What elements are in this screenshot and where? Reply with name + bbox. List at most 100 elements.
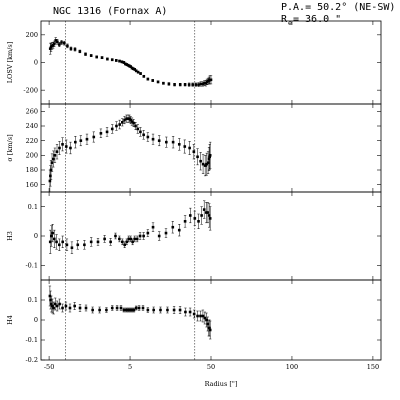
data-point (129, 235, 132, 243)
effective-radius-value: = 36.0 " (293, 14, 341, 25)
data-marker (177, 143, 181, 146)
data-marker (128, 117, 131, 120)
data-marker (61, 240, 64, 244)
data-marker (206, 211, 210, 214)
data-point (197, 82, 200, 87)
data-marker (201, 162, 205, 166)
data-point (178, 83, 182, 87)
data-point (136, 124, 140, 134)
data-marker (173, 83, 176, 86)
data-marker (132, 121, 135, 125)
data-point (134, 122, 137, 130)
data-marker (208, 328, 212, 332)
data-point (165, 136, 168, 148)
data-marker (69, 47, 73, 50)
data-marker (114, 59, 118, 62)
data-marker (142, 234, 145, 238)
data-point (76, 240, 80, 250)
data-marker (151, 79, 155, 82)
data-marker (188, 146, 191, 150)
y-tick-label: -0.1 (25, 336, 38, 344)
data-point (69, 141, 72, 155)
data-marker (53, 302, 57, 306)
data-marker (50, 302, 53, 306)
data-point (142, 74, 146, 78)
data-marker (206, 322, 210, 326)
data-point (118, 119, 121, 130)
data-marker (137, 306, 141, 310)
data-point (157, 231, 161, 241)
data-marker (70, 246, 74, 250)
data-marker (142, 133, 145, 137)
data-point (167, 82, 171, 86)
data-marker (130, 120, 134, 123)
data-marker (89, 240, 93, 244)
y-tick-label: -0.1 (25, 262, 38, 270)
y-tick-label: 220 (26, 137, 38, 145)
x-axis-label: Radius ["] (205, 380, 238, 388)
data-marker (51, 231, 54, 235)
data-point (64, 139, 68, 154)
data-point (156, 80, 160, 84)
data-marker (119, 306, 123, 310)
data-point (119, 305, 123, 311)
data-point (78, 304, 82, 312)
effective-radius-subscript: e (288, 19, 292, 27)
data-marker (183, 83, 187, 86)
data-marker (199, 82, 203, 86)
data-point (110, 124, 114, 134)
data-point (132, 307, 136, 313)
data-marker (64, 145, 68, 148)
data-marker (159, 308, 162, 312)
data-marker (73, 48, 77, 51)
data-marker (58, 146, 61, 150)
data-point (73, 47, 77, 52)
data-marker (89, 54, 93, 57)
data-point (166, 306, 169, 314)
data-point (196, 310, 199, 322)
data-point (114, 59, 118, 62)
panel-h4: -0.2 -0.1 0 0.1 H4 (6, 279, 382, 364)
data-marker (99, 132, 103, 135)
data-marker (208, 217, 212, 220)
data-point (146, 77, 150, 81)
y-tick-label: -200 (23, 86, 38, 94)
data-marker (129, 118, 132, 122)
data-marker (146, 308, 150, 312)
data-marker (136, 70, 140, 74)
data-point (52, 301, 55, 315)
data-marker (118, 237, 121, 241)
data-point (146, 307, 150, 313)
data-marker (146, 135, 150, 139)
data-point (187, 82, 191, 87)
data-marker (133, 237, 137, 241)
data-point (120, 238, 124, 246)
data-point (201, 81, 205, 87)
data-point (58, 141, 61, 155)
data-point (162, 81, 165, 85)
y-tick-label: 180 (26, 166, 38, 174)
data-marker (110, 306, 114, 310)
data-marker (201, 82, 205, 86)
data-marker (68, 306, 72, 310)
y-tick-label: 0 (34, 59, 38, 67)
data-point (188, 307, 192, 317)
data-marker (205, 211, 208, 214)
data-marker (48, 294, 52, 298)
data-marker (199, 314, 202, 318)
data-point (203, 155, 207, 177)
data-point (48, 229, 52, 254)
data-marker (105, 130, 109, 134)
data-marker (196, 155, 199, 159)
data-point (64, 301, 68, 311)
data-marker (83, 243, 86, 247)
data-point (173, 83, 176, 87)
data-point (96, 238, 100, 246)
data-point (208, 320, 212, 340)
data-point (188, 207, 192, 224)
data-marker (135, 237, 139, 241)
data-point (138, 232, 142, 240)
data-marker (50, 234, 53, 238)
data-marker (209, 78, 213, 82)
data-point (69, 46, 73, 51)
